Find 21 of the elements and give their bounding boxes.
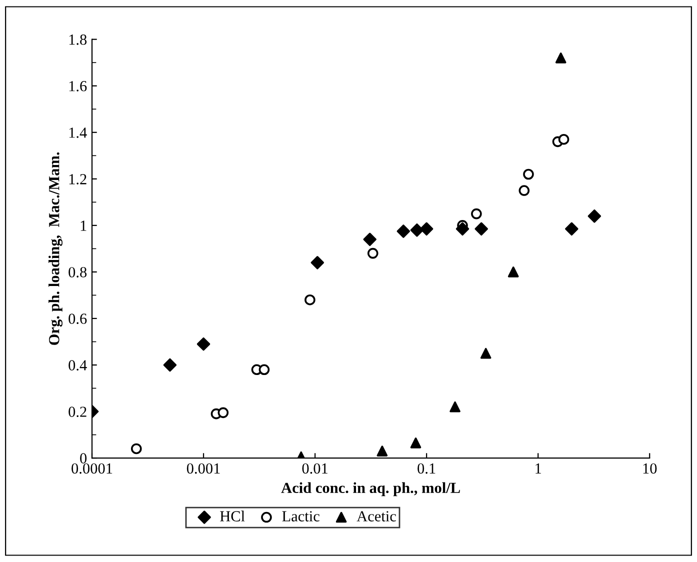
y-tick-label: 0.4	[68, 360, 87, 371]
x-tick-label: 10	[643, 463, 657, 474]
x-axis-title: Acid conc. in aq. ph., mol/L	[281, 482, 460, 496]
legend-label: Acetic	[356, 511, 396, 522]
y-tick-label: 0.8	[68, 267, 87, 278]
y-axis-title: Org. ph. loading, Mac./Mam.	[48, 152, 62, 345]
x-tick-label: 1	[536, 463, 541, 474]
legend-label: HCl	[220, 510, 245, 522]
y-tick-label: 1.8	[69, 34, 87, 45]
y-tick-label: 0.6	[68, 314, 87, 324]
y-tick-label: 1	[80, 220, 86, 231]
y-tick-label: 0.2	[68, 406, 86, 418]
y-tick-label: 1.4	[69, 128, 87, 138]
x-tick-label: 0.1	[418, 463, 436, 474]
y-tick-label: 1.2	[69, 174, 86, 184]
x-tick-label: 0.001	[186, 463, 220, 474]
y-tick-label: 1.6	[69, 81, 87, 92]
x-tick-label: 0.01	[302, 463, 328, 474]
y-tick-label: 0	[80, 453, 87, 464]
legend-label: Lactic	[282, 511, 320, 522]
x-tick-label: 0.0001	[72, 463, 112, 474]
